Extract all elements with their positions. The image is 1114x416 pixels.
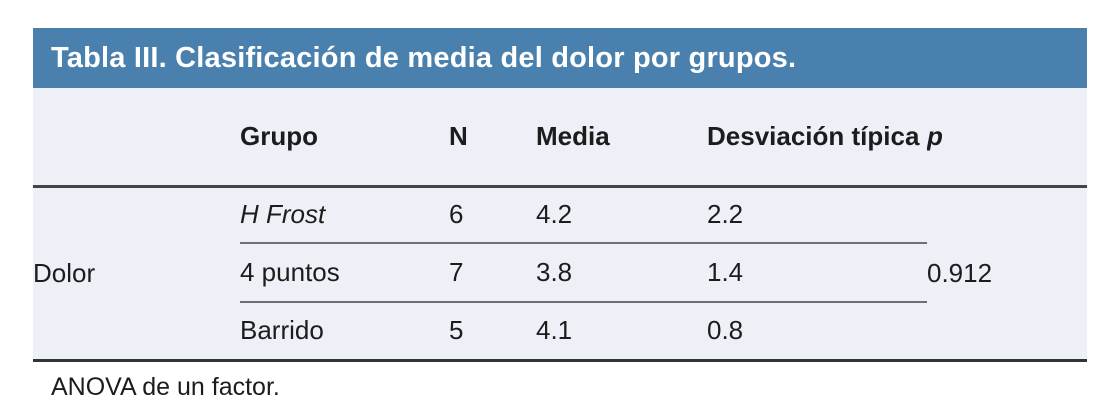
column-header-p: p: [927, 88, 1087, 188]
cell-n: 7: [449, 243, 536, 303]
cell-group: 4 puntos: [240, 243, 449, 303]
table-figure: Tabla III. Clasificación de media del do…: [33, 28, 1087, 402]
cell-media: 4.2: [536, 186, 707, 244]
cell-n: 6: [449, 186, 536, 244]
table-title-bar: Tabla III. Clasificación de media del do…: [33, 28, 1087, 88]
cell-p-value: 0.912: [927, 257, 993, 288]
cell-desviacion: 0.8: [707, 315, 744, 346]
cell-media: 4.1: [536, 315, 573, 346]
table-title: Tabla III. Clasificación de media del do…: [51, 42, 797, 74]
cell-desviacion: 2.2: [707, 186, 927, 244]
table-row: Dolor H Frost 6 4.2 2.2 0.912: [33, 186, 1087, 288]
column-header-media: Media: [536, 88, 707, 188]
header-empty-cell: [33, 88, 240, 188]
cell-group: Barrido: [240, 315, 324, 346]
table-row: 4 puntos 7 3.8 1.4: [33, 243, 1087, 303]
header-row: Grupo N Media Desviación típica p: [33, 88, 1087, 188]
cell-n: 5: [449, 315, 464, 346]
table-row: Barrido 5 4.1 0.8: [33, 302, 1087, 360]
column-header-desviacion: Desviación típica: [707, 88, 927, 188]
table-footnote: ANOVA de un factor.: [51, 372, 280, 401]
column-header-grupo: Grupo: [240, 88, 449, 188]
cell-group: H Frost: [240, 186, 449, 244]
stats-table: Grupo N Media Desviación típica p Dolor …: [33, 88, 1087, 362]
row-group-label: Dolor: [33, 257, 96, 288]
column-header-n: N: [449, 88, 536, 188]
cell-media: 3.8: [536, 243, 707, 303]
cell-desviacion: 1.4: [707, 243, 927, 303]
